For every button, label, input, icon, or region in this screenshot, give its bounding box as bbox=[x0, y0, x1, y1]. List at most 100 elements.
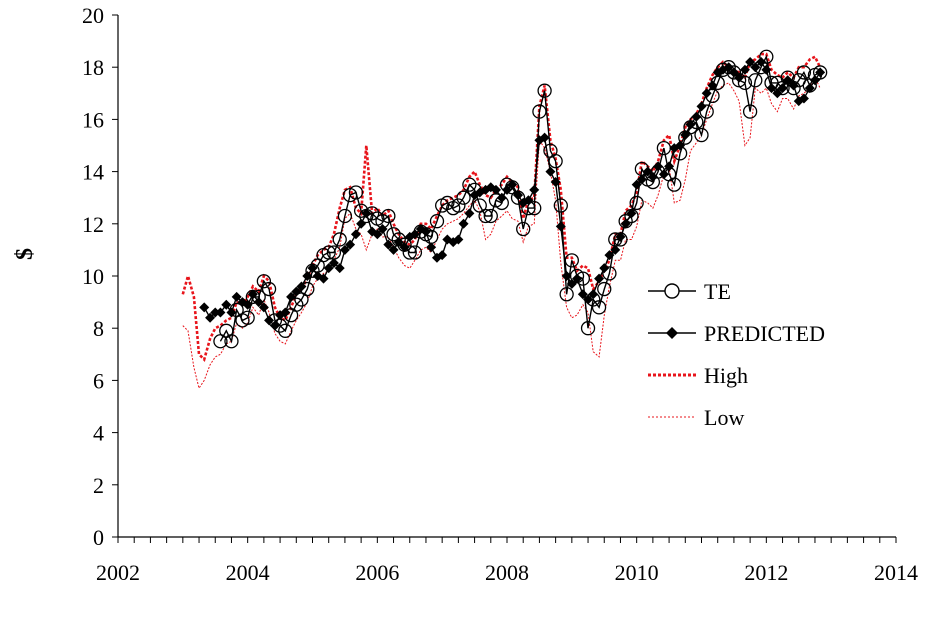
data-point-predicted bbox=[594, 273, 605, 284]
data-point-te bbox=[300, 281, 315, 297]
legend: TE PREDICTED High Low bbox=[648, 279, 825, 430]
data-point-te bbox=[650, 164, 666, 179]
legend-label-predicted: PREDICTED bbox=[704, 321, 825, 346]
data-point-te bbox=[699, 104, 714, 119]
x-tick-label: 2012 bbox=[744, 560, 788, 585]
y-tick-label: 6 bbox=[93, 368, 104, 393]
data-point-te bbox=[726, 65, 742, 80]
data-point-te bbox=[742, 104, 758, 119]
data-point-predicted bbox=[372, 229, 383, 240]
data-point-predicted bbox=[804, 83, 815, 94]
data-point-te bbox=[456, 190, 471, 205]
data-point-te bbox=[332, 232, 347, 247]
data-point-te bbox=[381, 208, 396, 224]
series-te bbox=[213, 49, 828, 349]
data-point-predicted bbox=[350, 229, 361, 240]
data-point-predicted bbox=[750, 62, 761, 73]
x-tick-label: 2002 bbox=[96, 560, 140, 585]
data-point-te bbox=[559, 287, 574, 302]
data-point-predicted bbox=[437, 250, 448, 261]
data-point-predicted bbox=[339, 244, 350, 255]
data-point-te bbox=[429, 214, 445, 229]
axes: 0 2 4 6 8 10 12 14 16 18 20 2002 2004 2006 2008 2010 201… bbox=[82, 3, 918, 585]
y-tick-label: 20 bbox=[82, 3, 104, 28]
y-tick-label: 8 bbox=[93, 316, 104, 341]
data-point-te bbox=[672, 146, 688, 161]
data-point-te bbox=[240, 310, 255, 325]
data-point-te bbox=[786, 80, 801, 96]
data-point-predicted bbox=[647, 171, 658, 182]
data-point-predicted bbox=[205, 312, 216, 323]
data-point-predicted bbox=[388, 244, 399, 255]
data-point-te bbox=[337, 208, 353, 224]
data-point-te bbox=[705, 88, 720, 104]
data-point-predicted bbox=[458, 218, 469, 229]
data-point-predicted bbox=[383, 239, 394, 250]
legend-label-te: TE bbox=[704, 279, 731, 304]
data-point-predicted bbox=[572, 273, 583, 284]
data-point-te bbox=[251, 289, 266, 305]
data-point-predicted bbox=[798, 93, 809, 104]
data-point-predicted bbox=[328, 257, 339, 268]
data-point-te bbox=[613, 232, 628, 247]
data-point-te bbox=[796, 65, 812, 80]
data-point-te bbox=[364, 206, 380, 221]
x-tick-label: 2004 bbox=[226, 560, 270, 585]
data-point-te bbox=[278, 323, 293, 338]
data-point-predicted bbox=[199, 302, 210, 313]
x-tick-label: 2008 bbox=[485, 560, 529, 585]
data-point-predicted bbox=[318, 273, 329, 284]
data-point-te bbox=[386, 227, 401, 242]
legend-marker-predicted bbox=[666, 327, 678, 339]
data-point-predicted bbox=[323, 263, 334, 274]
data-point-predicted bbox=[529, 184, 540, 195]
data-point-te bbox=[537, 83, 552, 98]
data-point-te bbox=[267, 313, 283, 328]
data-point-te bbox=[478, 208, 493, 224]
data-point-te bbox=[423, 229, 439, 245]
legend-marker-te bbox=[664, 283, 680, 299]
data-point-predicted bbox=[464, 208, 475, 219]
y-tick-label: 14 bbox=[82, 160, 104, 185]
data-point-te bbox=[305, 263, 320, 278]
data-point-predicted bbox=[772, 88, 783, 99]
data-point-predicted bbox=[253, 297, 264, 308]
data-point-te bbox=[575, 271, 591, 286]
data-point-te bbox=[527, 200, 542, 216]
data-point-te bbox=[348, 185, 364, 200]
data-point-te bbox=[407, 245, 423, 260]
y-tick-label: 12 bbox=[82, 212, 104, 237]
data-point-predicted bbox=[258, 302, 269, 313]
data-point-predicted bbox=[539, 132, 550, 143]
data-point-te bbox=[245, 289, 261, 305]
data-point-te bbox=[629, 195, 644, 211]
x-tick-label: 2006 bbox=[355, 560, 399, 585]
data-point-te bbox=[553, 198, 568, 213]
data-point-te bbox=[548, 154, 563, 169]
data-point-predicted bbox=[420, 226, 431, 237]
data-point-te bbox=[402, 245, 417, 260]
data-point-predicted bbox=[696, 101, 707, 112]
data-point-predicted bbox=[231, 291, 242, 302]
data-point-te bbox=[689, 114, 704, 130]
y-tick-label: 16 bbox=[82, 107, 104, 132]
data-point-te bbox=[467, 182, 482, 198]
data-point-te bbox=[256, 274, 272, 289]
data-point-predicted bbox=[599, 263, 610, 274]
data-point-te bbox=[321, 245, 336, 260]
y-tick-label: 0 bbox=[93, 525, 104, 550]
data-point-te bbox=[353, 203, 369, 218]
legend-label-low: Low bbox=[704, 405, 744, 430]
data-point-predicted bbox=[453, 234, 464, 245]
data-point-te bbox=[608, 232, 623, 247]
x-tick-label: 2010 bbox=[615, 560, 659, 585]
data-point-predicted bbox=[210, 307, 221, 318]
data-point-te bbox=[694, 127, 709, 143]
data-point-predicted bbox=[345, 239, 356, 250]
series-line-low bbox=[182, 76, 821, 390]
data-point-predicted bbox=[766, 83, 777, 94]
data-point-predicted bbox=[215, 307, 226, 318]
data-point-te bbox=[580, 321, 596, 336]
data-point-te bbox=[397, 237, 412, 252]
data-point-te bbox=[462, 177, 477, 192]
